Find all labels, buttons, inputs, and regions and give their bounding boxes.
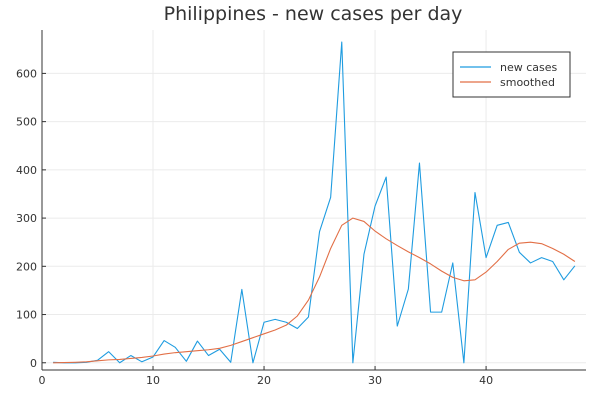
y-tick-label: 500 xyxy=(16,116,37,129)
x-tick-label: 40 xyxy=(479,374,493,387)
y-tick-label: 300 xyxy=(16,212,37,225)
chart-title: Philippines - new cases per day xyxy=(164,3,463,25)
x-tick-label: 10 xyxy=(146,374,160,387)
y-tick-label: 0 xyxy=(30,357,37,370)
x-tick-label: 30 xyxy=(368,374,382,387)
legend-box xyxy=(452,51,571,98)
y-tick-label: 200 xyxy=(16,260,37,273)
series-line-new-cases xyxy=(53,41,576,364)
legend-label-smoothed: smoothed xyxy=(500,76,555,89)
x-tick-label: 0 xyxy=(39,374,46,387)
legend: new cases smoothed xyxy=(452,51,571,98)
y-tick-label: 100 xyxy=(16,309,37,322)
axes xyxy=(41,30,586,371)
series-line-smoothed xyxy=(53,217,576,364)
legend-label-new-cases: new cases xyxy=(500,61,558,74)
x-tick-label: 20 xyxy=(257,374,271,387)
grid-lines xyxy=(41,30,586,370)
y-tick-label: 400 xyxy=(16,164,37,177)
series-layer xyxy=(53,41,576,364)
y-tick-label: 600 xyxy=(16,67,37,80)
